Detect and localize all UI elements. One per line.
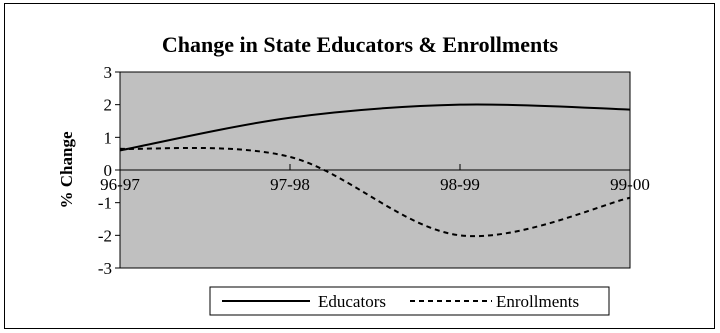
legend-label-educators: Educators	[318, 292, 386, 311]
legend-label-enrollments: Enrollments	[496, 292, 579, 311]
x-tick-label: 97-98	[270, 175, 310, 194]
chart-title: Change in State Educators & Enrollments	[162, 32, 559, 57]
series-layer	[119, 103, 631, 238]
y-axis-ticks: 3 2 1 0 -1 -2 -3	[98, 63, 120, 278]
y-tick-label: -2	[98, 226, 112, 245]
x-tick-label: 98-99	[440, 175, 480, 194]
series-line-educators	[119, 103, 631, 152]
y-tick-label: 2	[104, 96, 113, 115]
x-tick-label: 99-00	[610, 175, 650, 194]
y-tick-label: 1	[104, 128, 113, 147]
x-axis-ticks: 96-97 97-98 98-99 99-00	[100, 164, 650, 194]
legend: Educators Enrollments	[209, 286, 610, 316]
y-tick-label: 3	[104, 63, 113, 82]
y-tick-label: -1	[98, 194, 112, 213]
series-line-enrollments	[119, 146, 631, 238]
y-axis-label: % Change	[57, 131, 76, 208]
y-tick-label: 0	[104, 161, 113, 180]
x-tick-label: 96-97	[100, 175, 140, 194]
y-tick-label: -3	[98, 259, 112, 278]
